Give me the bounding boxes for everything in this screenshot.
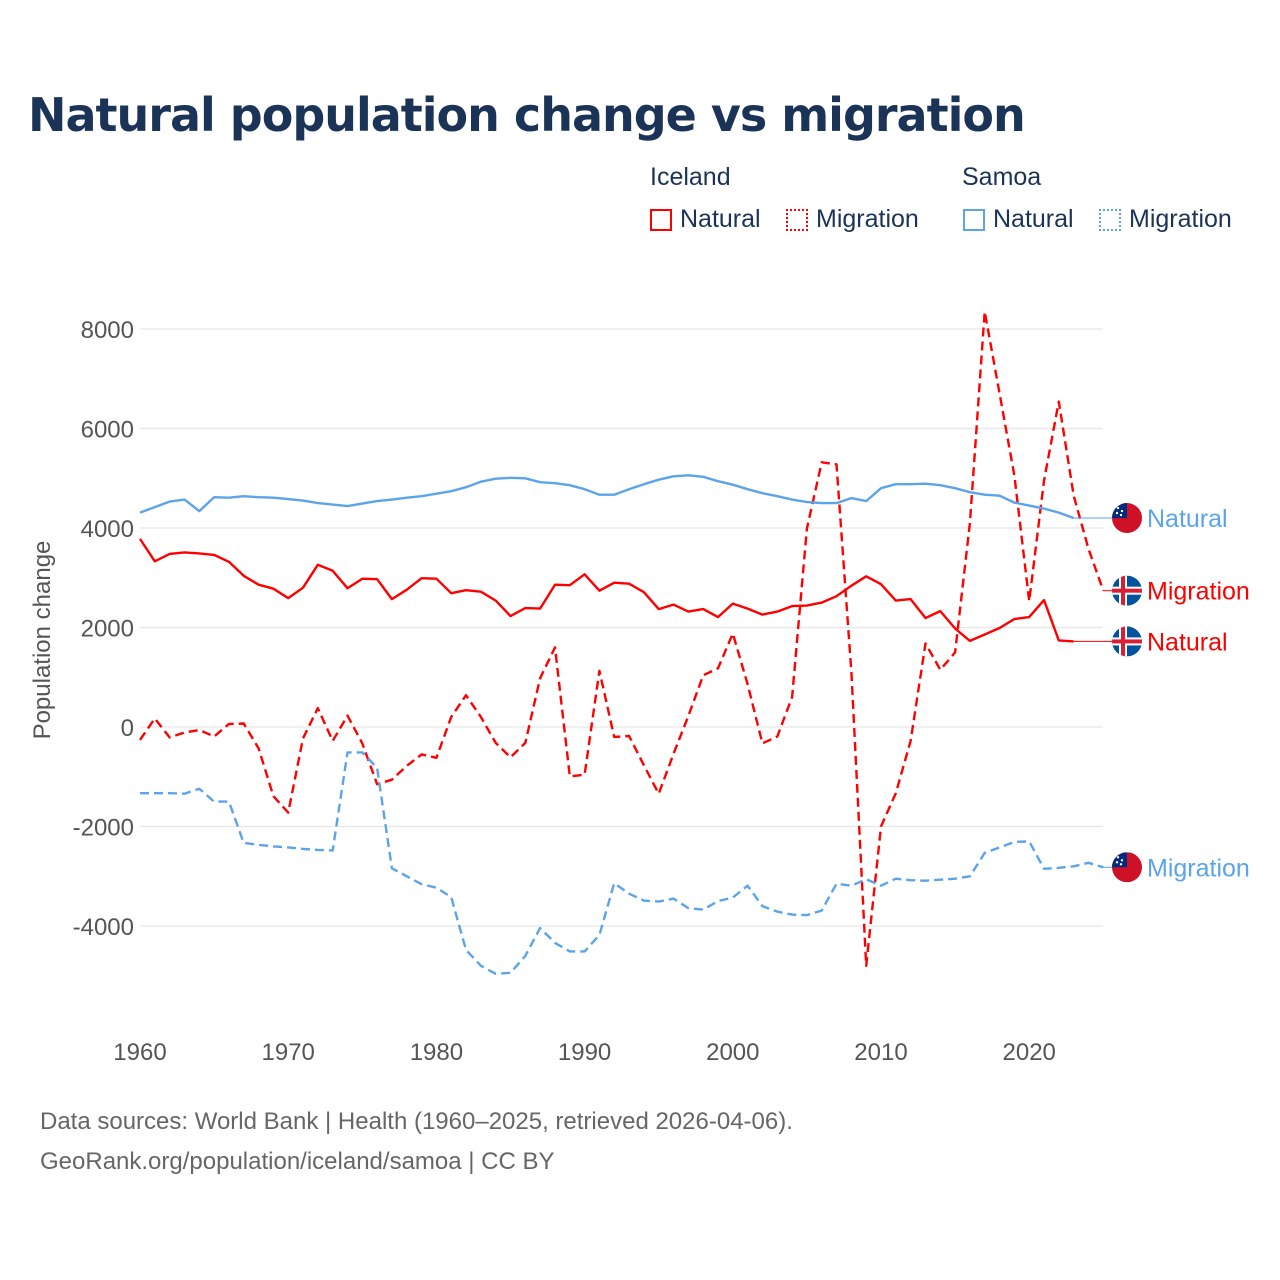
legend-swatch-samoa-migration <box>1099 209 1121 231</box>
legend-swatch-iceland-natural <box>650 209 672 231</box>
x-tick-label: 2020 <box>1003 1039 1056 1066</box>
x-tick-label: 2000 <box>706 1039 759 1066</box>
y-tick-label: 6000 <box>81 417 134 444</box>
y-tick-label: -4000 <box>73 914 134 941</box>
y-tick-label: 4000 <box>81 516 134 543</box>
series-line-iceland-natural <box>138 538 1074 643</box>
legend-group-iceland: Iceland <box>650 163 731 191</box>
y-tick-label: -2000 <box>73 815 134 842</box>
x-tick-label: 1980 <box>410 1039 463 1066</box>
series-end-label: Migration <box>1147 578 1250 606</box>
x-tick-label: 1960 <box>113 1039 166 1066</box>
y-tick-label: 2000 <box>81 616 134 643</box>
y-axis-label: Population change <box>29 541 56 740</box>
series-end-label: Natural <box>1147 628 1228 656</box>
series-line-samoa-natural <box>139 474 1075 520</box>
series-line-iceland-migration <box>139 310 1105 967</box>
legend-item-samoa-natural[interactable]: Natural <box>993 205 1074 233</box>
y-tick-label: 8000 <box>81 317 134 344</box>
x-tick-label: 1970 <box>262 1039 315 1066</box>
legend-group-samoa: Samoa <box>962 163 1042 191</box>
samoa-flag-icon <box>1112 503 1142 534</box>
legend-swatch-iceland-migration <box>786 209 808 231</box>
legend-item-iceland-natural[interactable]: Natural <box>680 205 761 233</box>
footer-link[interactable]: GeoRank.org/population/iceland/samoa | C… <box>40 1148 555 1175</box>
x-tick-label: 2010 <box>854 1039 907 1066</box>
y-tick-label: 0 <box>121 715 134 742</box>
legend-swatch-samoa-natural <box>963 209 985 231</box>
footer-sources: Data sources: World Bank | Health (1960–… <box>40 1108 793 1135</box>
series-end-label: Natural <box>1147 505 1228 533</box>
legend-item-iceland-migration[interactable]: Migration <box>816 205 919 233</box>
iceland-flag-icon <box>1112 575 1142 606</box>
series-line-samoa-migration <box>140 751 1104 975</box>
legend-item-samoa-migration[interactable]: Migration <box>1129 205 1232 233</box>
series-end-label: Migration <box>1147 854 1250 882</box>
x-tick-label: 1990 <box>558 1039 611 1066</box>
iceland-flag-icon <box>1112 626 1142 657</box>
page-title: Natural population change vs migration <box>28 88 1026 142</box>
samoa-flag-icon <box>1112 852 1142 883</box>
